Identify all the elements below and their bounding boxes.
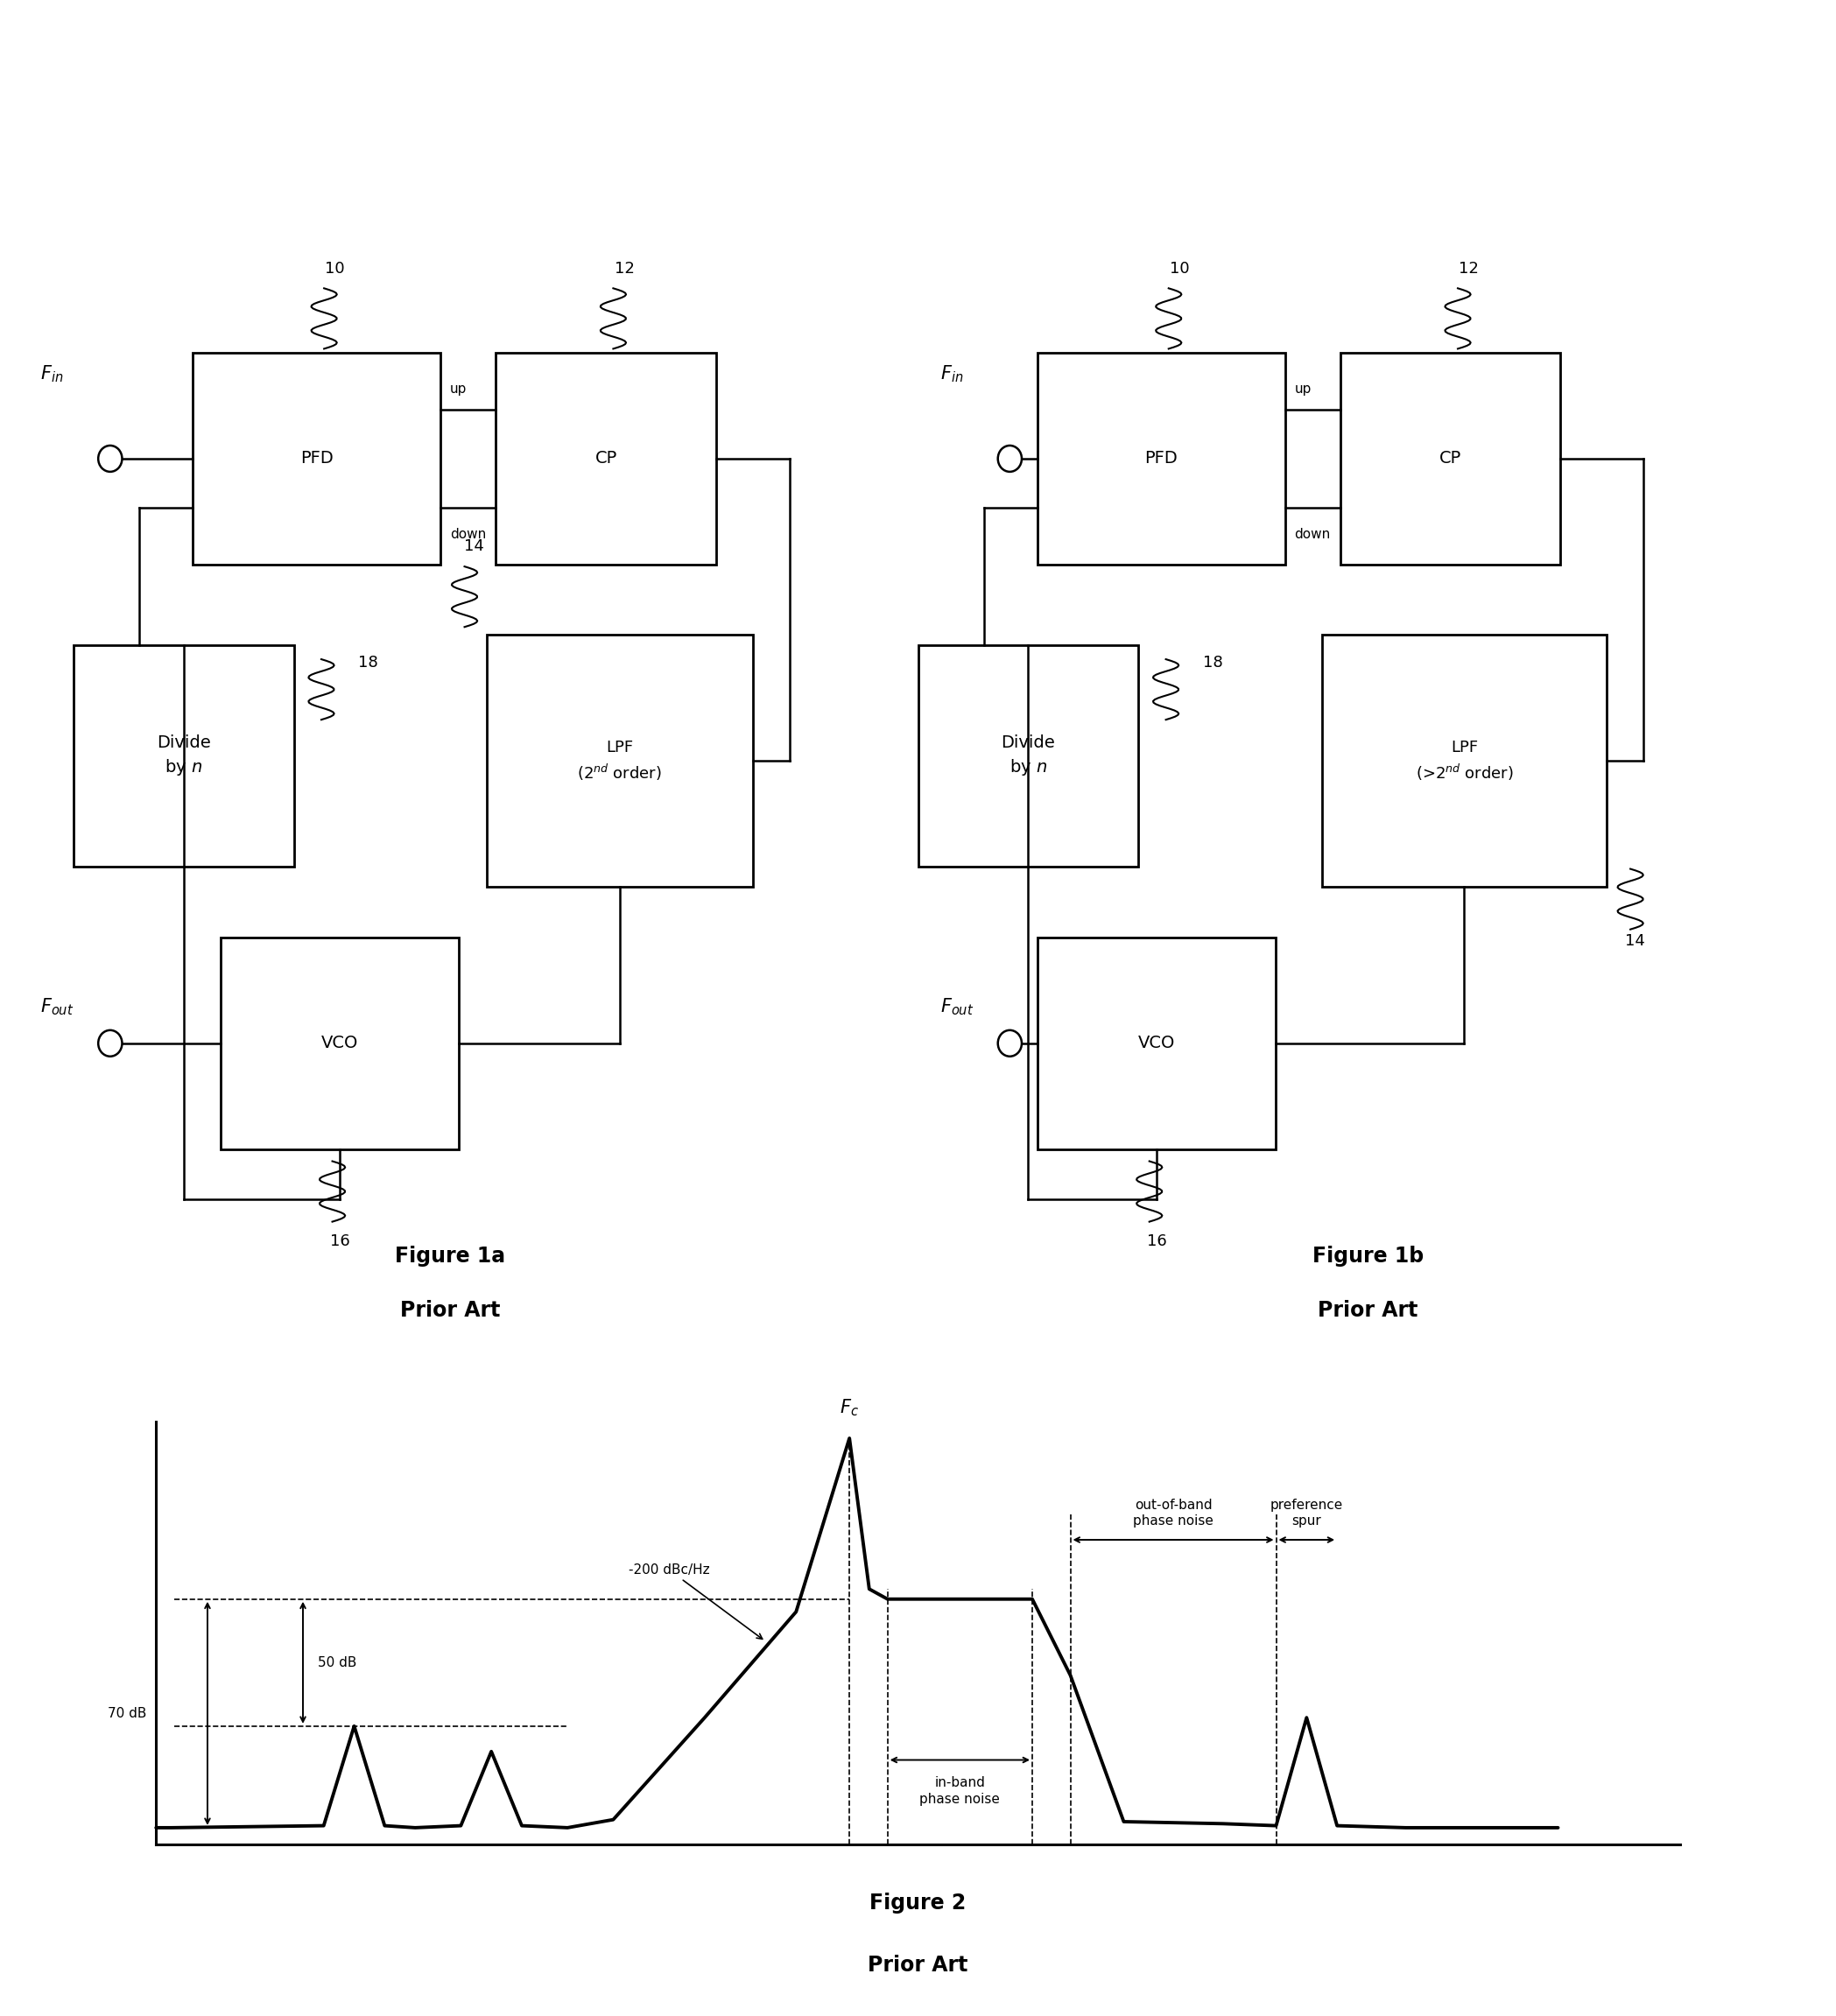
Text: 18: 18 (1203, 655, 1223, 671)
Text: down: down (450, 528, 487, 540)
Text: $F_{in}$: $F_{in}$ (40, 363, 64, 383)
Text: VCO: VCO (321, 1034, 358, 1052)
Text: $F_{out}$: $F_{out}$ (40, 996, 73, 1018)
Text: $F_c$: $F_c$ (839, 1397, 859, 1417)
Text: 70 dB: 70 dB (108, 1708, 147, 1720)
FancyBboxPatch shape (1322, 635, 1606, 887)
FancyBboxPatch shape (487, 635, 753, 887)
Text: Prior Art: Prior Art (1318, 1300, 1417, 1320)
Text: 12: 12 (615, 260, 633, 276)
Text: 14: 14 (465, 538, 483, 554)
FancyBboxPatch shape (1037, 937, 1276, 1149)
Text: Prior Art: Prior Art (400, 1300, 499, 1320)
Text: 18: 18 (358, 655, 378, 671)
Text: up: up (450, 383, 466, 395)
Text: LPF
(2$^{nd}$ order): LPF (2$^{nd}$ order) (577, 740, 663, 782)
Text: LPF
(>2$^{nd}$ order): LPF (>2$^{nd}$ order) (1416, 740, 1513, 782)
Text: -200 dBc/Hz: -200 dBc/Hz (628, 1562, 762, 1639)
FancyBboxPatch shape (73, 645, 294, 867)
FancyBboxPatch shape (918, 645, 1138, 867)
Text: $F_{in}$: $F_{in}$ (940, 363, 964, 383)
Text: up: up (1294, 383, 1311, 395)
Text: preference
spur: preference spur (1271, 1498, 1342, 1528)
FancyBboxPatch shape (1037, 353, 1285, 564)
Text: 16: 16 (1148, 1234, 1166, 1250)
FancyBboxPatch shape (1340, 353, 1561, 564)
Text: out-of-band
phase noise: out-of-band phase noise (1133, 1498, 1214, 1528)
Text: 16: 16 (330, 1234, 349, 1250)
Text: Figure 2: Figure 2 (870, 1893, 966, 1913)
Text: 10: 10 (1170, 260, 1190, 276)
Text: CP: CP (595, 450, 617, 468)
Text: $F_{out}$: $F_{out}$ (940, 996, 973, 1018)
FancyBboxPatch shape (220, 937, 459, 1149)
Text: Divide
by $n$: Divide by $n$ (1001, 734, 1056, 778)
Text: Divide
by $n$: Divide by $n$ (156, 734, 211, 778)
Text: VCO: VCO (1138, 1034, 1175, 1052)
Text: CP: CP (1439, 450, 1461, 468)
Text: 12: 12 (1460, 260, 1478, 276)
FancyBboxPatch shape (193, 353, 441, 564)
Text: PFD: PFD (1144, 450, 1179, 468)
FancyBboxPatch shape (496, 353, 716, 564)
Text: PFD: PFD (299, 450, 334, 468)
Text: Figure 1a: Figure 1a (395, 1246, 505, 1266)
Text: 14: 14 (1625, 933, 1645, 950)
Text: 10: 10 (325, 260, 345, 276)
Text: down: down (1294, 528, 1331, 540)
Text: 50 dB: 50 dB (318, 1655, 356, 1669)
Text: Prior Art: Prior Art (868, 1956, 968, 1976)
Text: Figure 1b: Figure 1b (1313, 1246, 1423, 1266)
Text: in-band
phase noise: in-band phase noise (920, 1776, 1001, 1806)
